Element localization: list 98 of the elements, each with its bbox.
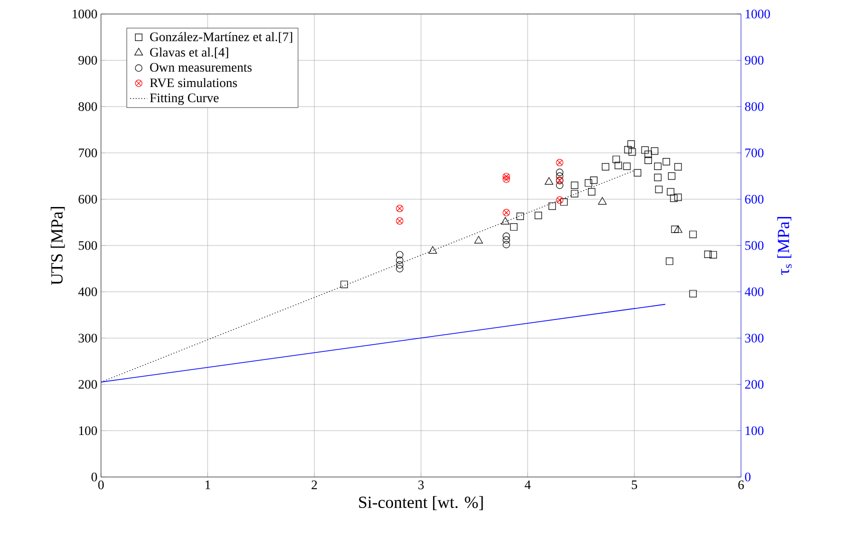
- point: [396, 217, 404, 225]
- x-tick-label: 5: [632, 480, 638, 490]
- y-tick-label: 0: [92, 472, 97, 482]
- legend-label: Own measurements: [150, 63, 252, 72]
- legend-label: Fitting Curve: [150, 94, 219, 105]
- y2-tick-label: 0: [745, 472, 751, 482]
- point: [534, 212, 542, 220]
- y2-axis-title: τ$_{s}$ [MPa]: [777, 217, 792, 275]
- point: [627, 140, 635, 148]
- point: [556, 196, 564, 204]
- point: [704, 250, 712, 258]
- point: [628, 148, 636, 156]
- point: [340, 280, 348, 288]
- point: [602, 163, 610, 170]
- point: [548, 202, 556, 210]
- point: [598, 197, 607, 205]
- y2-tick-label: 700: [745, 148, 764, 158]
- point: [590, 176, 598, 184]
- y-tick-label: 600: [78, 194, 97, 204]
- point: [644, 150, 652, 158]
- y2-tick-label: 100: [746, 426, 764, 436]
- x-tick-label: 0: [98, 480, 104, 490]
- y2-tick-label: 500: [745, 241, 764, 250]
- point: [584, 179, 592, 187]
- y-axis-title: UTS [MPa]: [50, 207, 65, 285]
- legend-label: González-Martínez et al.[7]: [150, 32, 292, 43]
- point: [624, 146, 632, 154]
- y2-tick-label: 800: [745, 102, 764, 111]
- x-tick-label: 4: [524, 480, 531, 490]
- point: [510, 223, 518, 231]
- point: [634, 169, 642, 176]
- point: [668, 172, 676, 180]
- y-tick-label: 400: [78, 287, 97, 296]
- y-tick-label: 200: [78, 380, 97, 389]
- point: [502, 236, 510, 244]
- point: [396, 264, 404, 272]
- point: [396, 204, 404, 212]
- point: [502, 232, 510, 240]
- point: [671, 226, 679, 233]
- point: [570, 190, 578, 198]
- y-tick-label: 500: [78, 241, 97, 250]
- x-tick-label: 3: [418, 480, 424, 490]
- y2-tick-label: 1000: [746, 10, 770, 18]
- point: [655, 186, 663, 194]
- point: [670, 194, 678, 202]
- point: [396, 261, 404, 269]
- point: [570, 182, 578, 189]
- legend-label: Glavas et al.[4]: [150, 48, 228, 58]
- x-tick-label: 2: [312, 480, 317, 490]
- legend-label: RVE simulations: [150, 78, 237, 88]
- point: [650, 147, 658, 155]
- point: [544, 177, 554, 185]
- point: [428, 246, 438, 254]
- point: [666, 258, 674, 265]
- y2-tick-label: 600: [745, 194, 764, 204]
- point: [662, 158, 670, 166]
- point: [614, 162, 622, 170]
- point: [501, 217, 510, 224]
- y-tick-label: 700: [78, 148, 97, 158]
- point: [689, 290, 697, 298]
- point: [612, 156, 620, 164]
- point: [502, 172, 510, 180]
- y-tick-label: 900: [78, 56, 97, 65]
- point: [674, 194, 682, 202]
- point: [654, 162, 662, 170]
- point: [396, 256, 404, 264]
- point: [502, 240, 510, 248]
- point: [710, 251, 717, 258]
- y-tick-label: 300: [78, 334, 97, 342]
- x-tick-label: 6: [738, 480, 744, 490]
- point: [674, 225, 682, 233]
- point: [556, 182, 564, 189]
- y2-tick-label: 300: [745, 334, 764, 342]
- y2-tick-label: 900: [744, 56, 764, 65]
- point: [474, 236, 483, 244]
- point: [556, 158, 564, 166]
- point: [623, 162, 631, 170]
- point: [516, 212, 524, 220]
- point: [666, 188, 674, 196]
- y2-tick-label: 200: [745, 380, 764, 389]
- point: [556, 172, 564, 180]
- point: [641, 146, 649, 154]
- point: [560, 198, 568, 206]
- y2-tick-label: 400: [744, 287, 764, 296]
- point: [674, 163, 682, 170]
- point: [588, 188, 596, 196]
- point: [396, 251, 404, 258]
- point: [502, 176, 510, 183]
- y-tick-label: 100: [79, 426, 97, 436]
- point: [502, 208, 510, 216]
- point: [689, 230, 697, 238]
- point: [644, 156, 652, 164]
- point: [556, 168, 564, 176]
- y-tick-label: 800: [78, 102, 97, 111]
- y-tick-label: 1000: [72, 10, 97, 18]
- x-axis-title: Si-content [wt. %]: [359, 496, 483, 510]
- point: [654, 174, 662, 182]
- x-tick-label: 1: [206, 480, 210, 490]
